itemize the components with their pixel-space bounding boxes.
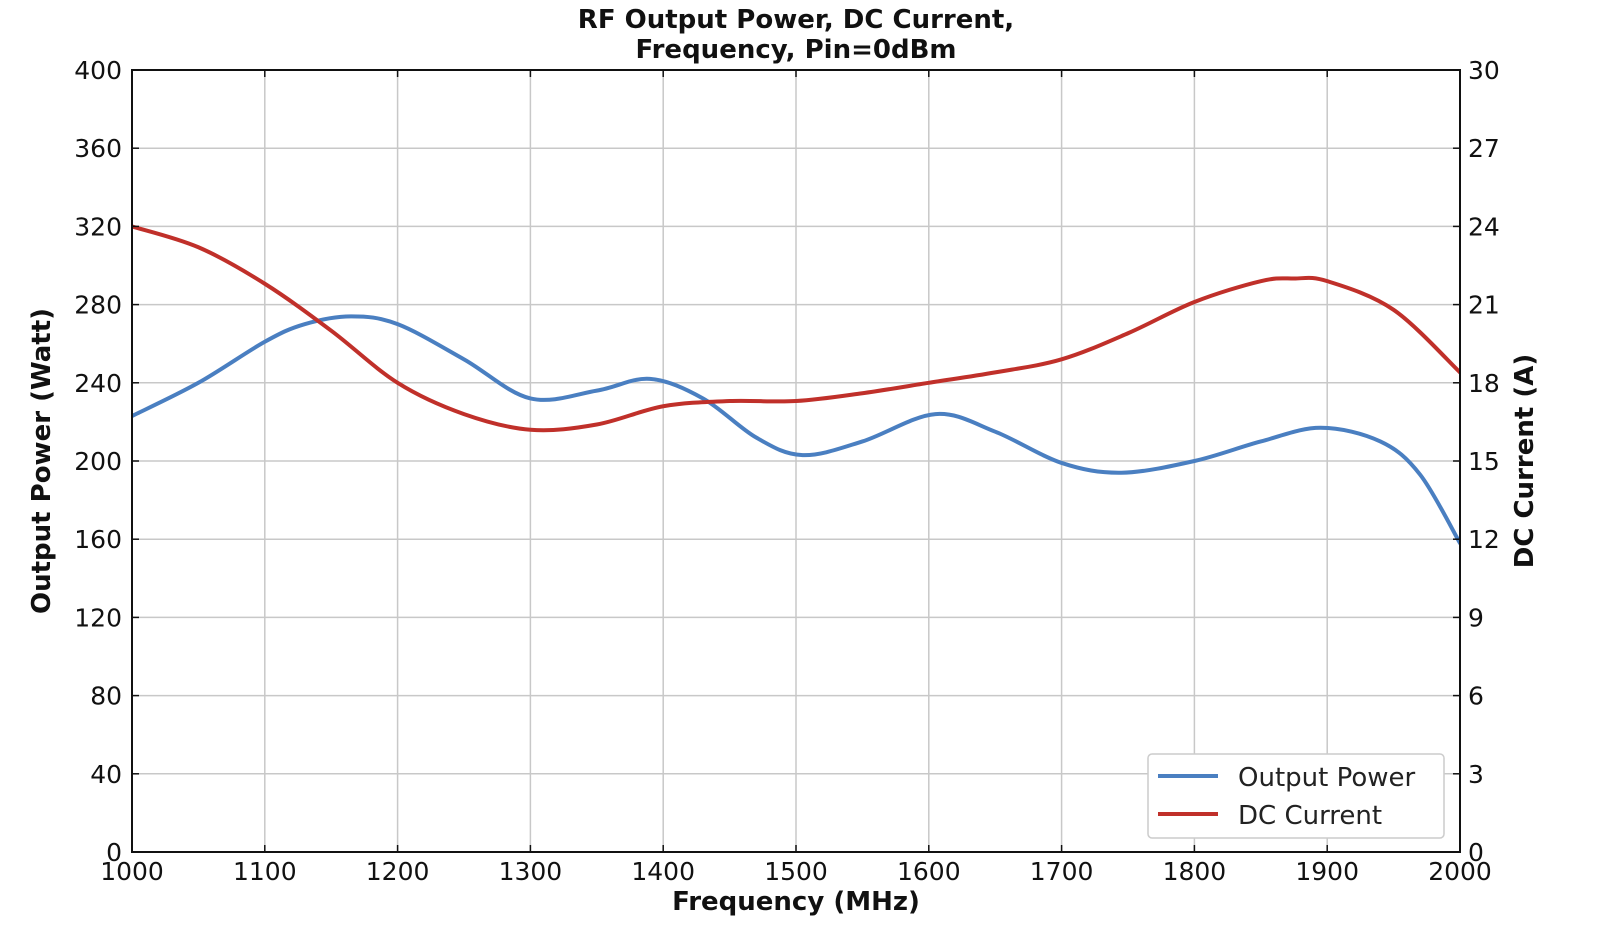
series-layer bbox=[132, 224, 1460, 546]
y2-tick-label: 24 bbox=[1468, 212, 1500, 241]
legend-box bbox=[1147, 753, 1445, 839]
y-tick-label: 120 bbox=[74, 603, 122, 632]
y-tick-label: 360 bbox=[74, 134, 122, 163]
y2-tick-label: 30 bbox=[1468, 56, 1500, 85]
y-tick-label: 0 bbox=[106, 838, 122, 867]
x-axis-label: Frequency (MHz) bbox=[672, 887, 920, 917]
y2-tick-label: 15 bbox=[1468, 447, 1500, 476]
x-tick-label: 1300 bbox=[499, 857, 563, 886]
y2-tick-label: 21 bbox=[1468, 291, 1500, 320]
y-tick-label: 160 bbox=[74, 525, 122, 554]
y-tick-label: 280 bbox=[74, 291, 122, 320]
y-tick-label: 80 bbox=[90, 682, 122, 711]
y2-tick-label: 0 bbox=[1468, 838, 1484, 867]
x-tick-label: 1200 bbox=[366, 857, 430, 886]
y-tick-label: 400 bbox=[74, 56, 122, 85]
legend: Output Power DC Current bbox=[1147, 753, 1445, 839]
x-tick-label: 1000 bbox=[100, 857, 164, 886]
y2-tick-label: 18 bbox=[1468, 369, 1500, 398]
legend-label-dc-current: DC Current bbox=[1238, 801, 1382, 831]
y2-tick-label: 12 bbox=[1468, 525, 1500, 554]
chart-title-line-2: Frequency, Pin=0dBm bbox=[636, 35, 957, 65]
x-tick-label: 1900 bbox=[1295, 857, 1359, 886]
y2-tick-label: 6 bbox=[1468, 682, 1484, 711]
x-tick-label: 1400 bbox=[631, 857, 695, 886]
chart-title-line-1: RF Output Power, DC Current, bbox=[578, 5, 1014, 35]
y2-axis-label: DC Current (A) bbox=[1510, 354, 1540, 568]
x-tick-label: 2000 bbox=[1428, 857, 1492, 886]
y2-tick-label: 9 bbox=[1468, 603, 1484, 632]
x-tick-label: 1700 bbox=[1030, 857, 1094, 886]
y-tick-label: 40 bbox=[90, 760, 122, 789]
x-tick-label: 1800 bbox=[1163, 857, 1227, 886]
series-line-dc-current bbox=[132, 224, 1460, 433]
y-tick-label: 320 bbox=[74, 212, 122, 241]
y2-tick-label: 27 bbox=[1468, 134, 1500, 163]
y-tick-label: 200 bbox=[74, 447, 122, 476]
x-tick-label: 1600 bbox=[897, 857, 961, 886]
y-tick-label: 240 bbox=[74, 369, 122, 398]
y2-tick-label: 3 bbox=[1468, 760, 1484, 789]
ticks: 1000 1100 1200 1300 1400 1500 1600 1700 1800 1900… bbox=[74, 56, 1500, 886]
y-axis-label: Output Power (Watt) bbox=[27, 308, 57, 614]
series-line-output-power bbox=[132, 314, 1460, 546]
x-tick-label: 1500 bbox=[764, 857, 828, 886]
grid bbox=[132, 70, 1460, 852]
x-tick-label: 1100 bbox=[233, 857, 297, 886]
legend-label-output-power: Output Power bbox=[1238, 763, 1415, 793]
